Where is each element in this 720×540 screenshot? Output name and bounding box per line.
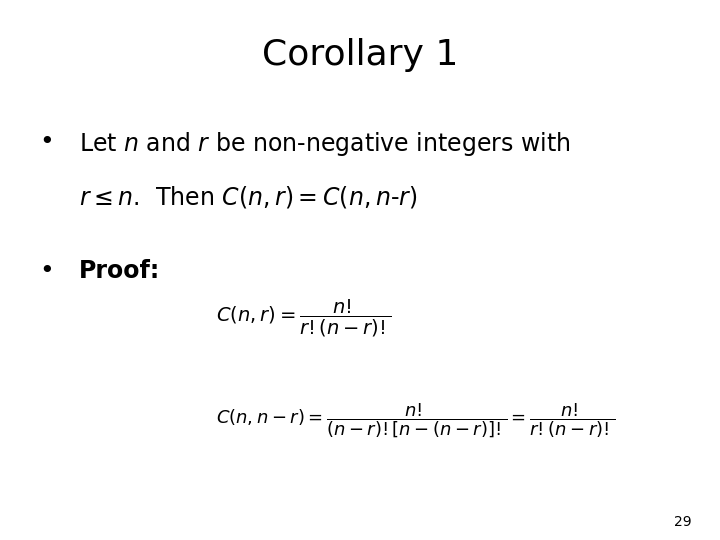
Text: •: •: [40, 130, 54, 153]
Text: 29: 29: [674, 515, 691, 529]
Text: Proof:: Proof:: [79, 259, 161, 283]
Text: $C(n,n-r) = \dfrac{n!}{(n-r)!\left[n-(n-r)\right]!}  = \dfrac{n!}{r!(n-r)!}$: $C(n,n-r) = \dfrac{n!}{(n-r)!\left[n-(n-…: [216, 402, 616, 440]
Text: Let $n$ and $r$ be non-negative integers with: Let $n$ and $r$ be non-negative integers…: [79, 130, 571, 158]
Text: $r \leq n$.  Then $C(n,r) = C(n,n\text{-}r)$: $r \leq n$. Then $C(n,r) = C(n,n\text{-}…: [79, 184, 418, 210]
Text: $C(n,r) = \dfrac{n!}{r!(n-r)!}$: $C(n,r) = \dfrac{n!}{r!(n-r)!}$: [216, 298, 392, 339]
Text: •: •: [40, 259, 54, 283]
Text: Corollary 1: Corollary 1: [262, 38, 458, 72]
